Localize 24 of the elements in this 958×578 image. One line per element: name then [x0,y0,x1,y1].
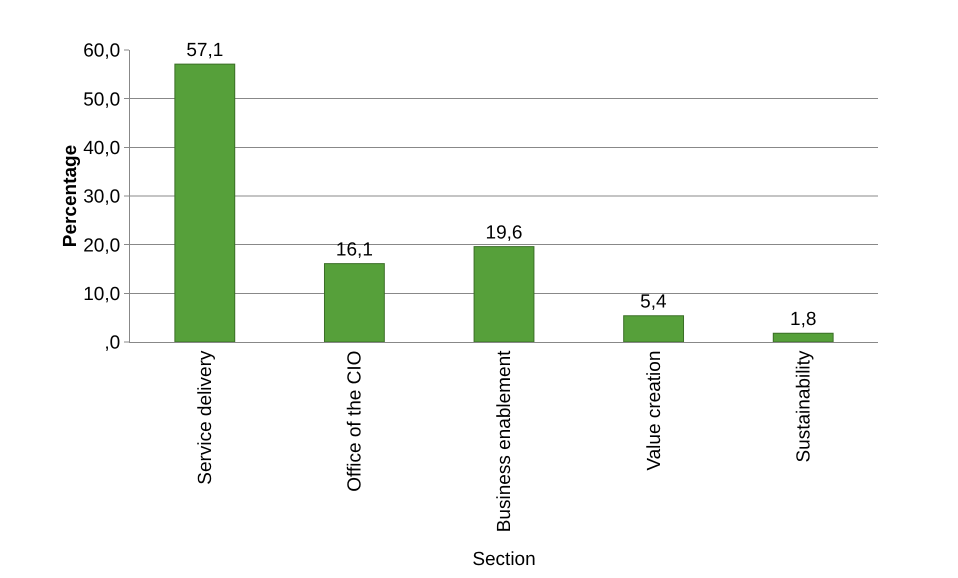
x-tick-label: Sustainability [793,350,814,463]
bar [474,246,534,342]
bar [324,263,385,342]
data-label: 16,1 [336,240,373,261]
data-label: 5,4 [640,292,668,313]
x-tick-label: Office of the CIO [344,350,366,492]
x-tick-label: Business enablement [494,350,516,532]
data-label: 19,6 [486,222,522,244]
y-tick-label: 60,0 [83,40,120,62]
x-tick-label: Service delivery [194,350,216,485]
y-axis-title: Percentage [60,144,82,248]
data-label: 1,8 [790,309,816,330]
y-tick-label: 30,0 [83,186,120,208]
y-tick-label: 50,0 [83,89,120,110]
y-tick-label: 10,0 [83,284,120,305]
data-label: 57,1 [186,40,224,62]
x-tick-label: Value creation [644,350,665,471]
bar [174,64,236,342]
bar [623,315,684,342]
x-axis-title: Section [472,549,536,570]
bar [772,332,834,342]
y-tick-label: 40,0 [83,138,120,159]
y-tick-label: 20,0 [83,235,120,256]
y-tick-label: ,0 [104,332,120,354]
